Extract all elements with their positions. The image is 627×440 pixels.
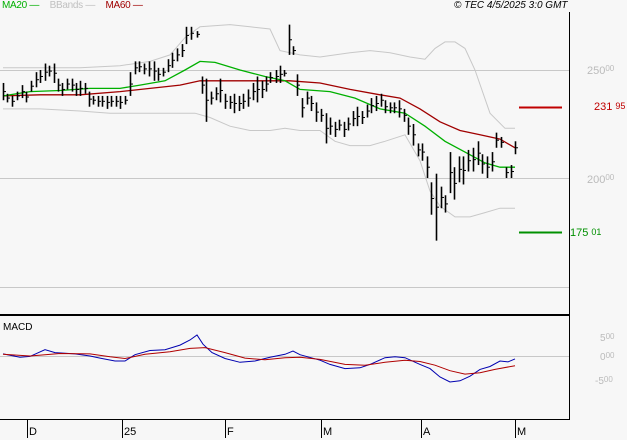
x-tick-label: M	[323, 426, 333, 438]
macd-label-500-int: 5	[600, 333, 606, 344]
price-label-200: 20000	[587, 173, 615, 186]
macd-label-0-dec: 00	[605, 351, 615, 360]
price-label-250-dec: 00	[605, 64, 615, 73]
macd-label-neg500-dec: 00	[603, 375, 613, 384]
legend-ma20: MA20 —	[2, 0, 40, 11]
x-axis-ticks	[27, 420, 516, 438]
bbands-upper-line	[3, 24, 515, 129]
chart-frame	[0, 12, 570, 420]
macd-label-neg500-int: -5	[595, 376, 604, 387]
support-label: 175 01	[570, 227, 601, 239]
x-tick-label: F	[227, 426, 234, 438]
price-label-250-int: 250	[587, 65, 606, 77]
macd-title: MACD	[3, 322, 33, 333]
x-tick-label: D	[29, 426, 37, 438]
resistance-label-dec: 95	[615, 101, 626, 111]
legend-bbands: BBands —	[49, 0, 96, 11]
legend: MA20 — BBands — MA60 —	[2, 0, 151, 11]
macd-label-500-dec: 00	[605, 332, 615, 341]
ma60-line	[2, 80, 516, 149]
macd-signal-line	[2, 347, 516, 375]
x-tick-label: 25	[124, 426, 137, 438]
bbands-lower-line	[3, 108, 515, 218]
price-bars	[2, 24, 518, 241]
macd-label-0: 000	[600, 351, 615, 363]
price-label-200-dec: 00	[605, 173, 615, 182]
macd-label-500: 500	[600, 332, 615, 344]
macd-label-0-int: 0	[600, 352, 606, 363]
ma60-line	[2, 80, 516, 149]
bollinger-bands	[3, 24, 515, 218]
x-tick-label: M	[517, 426, 527, 438]
ma20-line	[2, 60, 515, 168]
legend-bbands-label: BBands	[49, 0, 84, 11]
resistance-label-int: 231	[594, 101, 613, 113]
price-label-200-int: 200	[587, 174, 606, 186]
macd-lines	[2, 334, 516, 383]
resistance-label: 231 95	[594, 101, 625, 113]
price-label-250: 25000	[587, 64, 615, 77]
x-tick-label: A	[423, 426, 431, 438]
ma20-line	[2, 60, 515, 168]
macd-label-neg500: -500	[595, 375, 613, 387]
legend-ma60: MA60 —	[105, 0, 143, 11]
legend-ma60-label: MA60	[105, 0, 131, 11]
support-label-dec: 01	[591, 227, 602, 237]
copyright-text: © TEC 4/5/2025 3:0 GMT	[454, 0, 568, 11]
legend-ma20-label: MA20	[2, 0, 27, 11]
support-label-int: 175	[570, 227, 589, 239]
price-gridlines	[0, 70, 569, 288]
macd-macd-line	[2, 334, 516, 383]
